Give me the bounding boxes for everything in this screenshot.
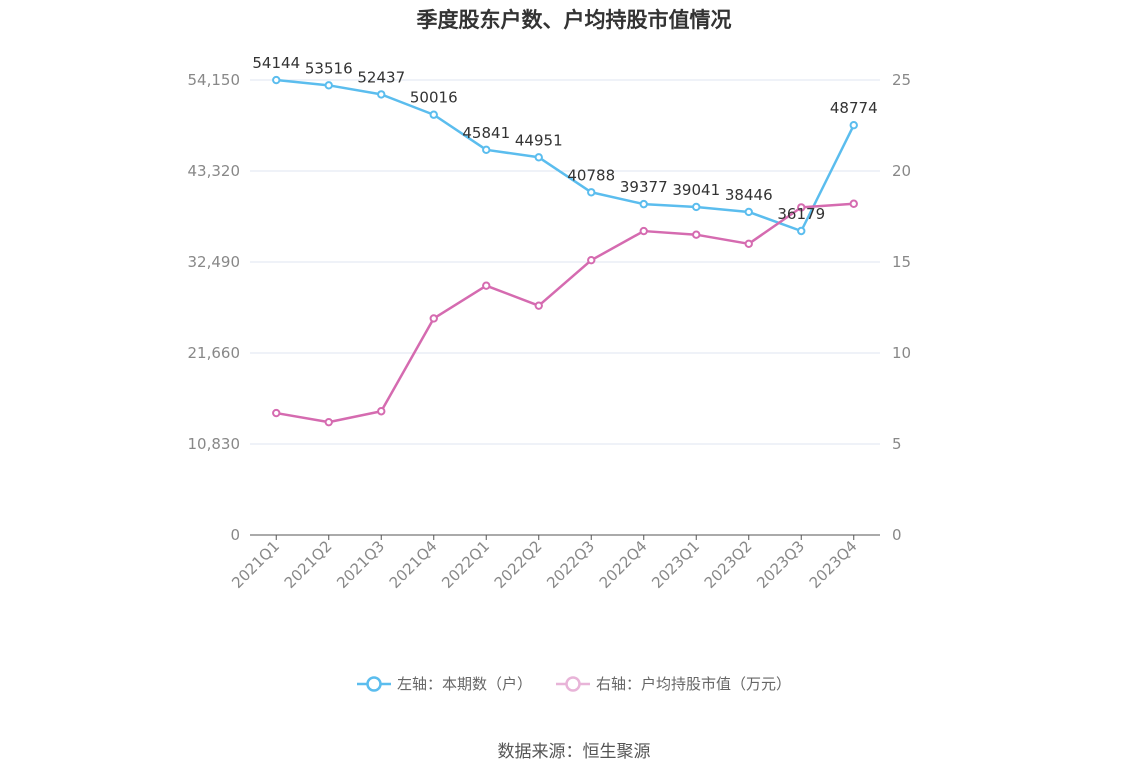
left-tick-label: 54,150 xyxy=(188,71,241,89)
x-tick-label: 2023Q3 xyxy=(753,537,808,592)
legend-item-market-value[interactable]: 右轴：户均持股市值（万元） xyxy=(556,673,791,694)
right-axis-ticks: 0 5 10 15 20 25 xyxy=(892,71,911,544)
left-tick-label: 21,660 xyxy=(188,344,241,362)
series-layer xyxy=(272,75,858,427)
x-tick-label: 2023Q4 xyxy=(806,537,861,592)
point-households[interactable] xyxy=(692,202,701,212)
point-market-value[interactable] xyxy=(744,239,753,249)
x-tick-label: 2021Q1 xyxy=(228,537,283,592)
point-households[interactable] xyxy=(744,207,753,217)
x-tick-label: 2021Q4 xyxy=(386,537,441,592)
point-market-value[interactable] xyxy=(692,230,701,239)
point-households[interactable] xyxy=(377,90,386,99)
point-households[interactable] xyxy=(429,110,438,119)
point-market-value[interactable] xyxy=(272,408,281,418)
point-market-value[interactable] xyxy=(324,417,333,427)
point-market-value[interactable] xyxy=(534,301,543,310)
point-households[interactable] xyxy=(849,120,858,130)
data-label-households: 52437 xyxy=(357,68,405,86)
x-tick-label: 2022Q1 xyxy=(438,537,493,592)
point-market-value[interactable] xyxy=(482,281,491,290)
data-source: 数据来源：恒生聚源 xyxy=(497,742,651,762)
data-label-households: 36179 xyxy=(777,205,825,223)
left-tick-label: 32,490 xyxy=(188,253,241,271)
legend-item-households[interactable]: 左轴：本期数（户） xyxy=(356,673,532,694)
x-tick-label: 2021Q3 xyxy=(333,537,388,592)
x-axis: 2021Q12021Q22021Q32021Q42022Q12022Q22022… xyxy=(228,534,880,592)
point-market-value[interactable] xyxy=(429,314,438,323)
point-market-value[interactable] xyxy=(377,407,386,416)
point-households[interactable] xyxy=(587,188,596,197)
point-market-value[interactable] xyxy=(639,226,648,236)
right-tick-label: 15 xyxy=(892,253,911,271)
data-label-households: 50016 xyxy=(410,89,458,107)
x-tick-label: 2023Q2 xyxy=(701,537,756,592)
right-tick-label: 5 xyxy=(892,435,902,453)
data-label-households: 40788 xyxy=(567,166,615,184)
data-label-households: 45841 xyxy=(462,124,510,142)
point-market-value[interactable] xyxy=(587,255,596,265)
x-tick-label: 2023Q1 xyxy=(648,537,703,592)
right-tick-label: 25 xyxy=(892,71,911,89)
data-label-households: 48774 xyxy=(830,99,878,117)
legend-label-households: 左轴：本期数（户） xyxy=(396,675,532,693)
series-line-market-value xyxy=(276,202,854,424)
data-label-households: 54144 xyxy=(252,54,300,72)
left-tick-label: 10,830 xyxy=(188,435,241,453)
point-households[interactable] xyxy=(272,75,281,85)
chart-title: 季度股东户数、户均持股市值情况 xyxy=(416,8,732,32)
right-tick-label: 20 xyxy=(892,162,911,180)
legend: 左轴：本期数（户） 右轴：户均持股市值（万元） xyxy=(0,673,1148,694)
data-label-households: 53516 xyxy=(305,59,353,77)
right-tick-label: 0 xyxy=(892,526,902,544)
left-axis-ticks: 0 10,830 21,660 32,490 43,320 54,150 xyxy=(188,71,241,544)
right-tick-label: 10 xyxy=(892,344,911,362)
point-households[interactable] xyxy=(534,153,543,162)
grid-lines xyxy=(250,79,880,445)
x-tick-label: 2021Q2 xyxy=(281,537,336,592)
point-households[interactable] xyxy=(797,226,806,236)
legend-label-market-value: 右轴：户均持股市值（万元） xyxy=(596,675,792,693)
x-tick-label: 2022Q4 xyxy=(596,537,651,592)
legend-swatch-market-value xyxy=(556,675,590,692)
point-households[interactable] xyxy=(482,145,491,155)
left-tick-label: 0 xyxy=(230,526,240,544)
data-label-households: 44951 xyxy=(515,131,563,149)
x-tick-label: 2022Q3 xyxy=(543,537,598,592)
left-tick-label: 43,320 xyxy=(188,162,241,180)
point-market-value[interactable] xyxy=(797,203,806,212)
x-tick-label: 2022Q2 xyxy=(491,537,546,592)
data-label-households: 39041 xyxy=(672,181,720,199)
series-line-households xyxy=(276,78,855,233)
data-label-households: 38446 xyxy=(725,186,773,204)
point-market-value[interactable] xyxy=(849,199,858,208)
point-households[interactable] xyxy=(639,199,648,209)
data-label-households: 39377 xyxy=(620,178,668,196)
point-households[interactable] xyxy=(324,81,333,90)
legend-swatch-households xyxy=(356,675,391,692)
